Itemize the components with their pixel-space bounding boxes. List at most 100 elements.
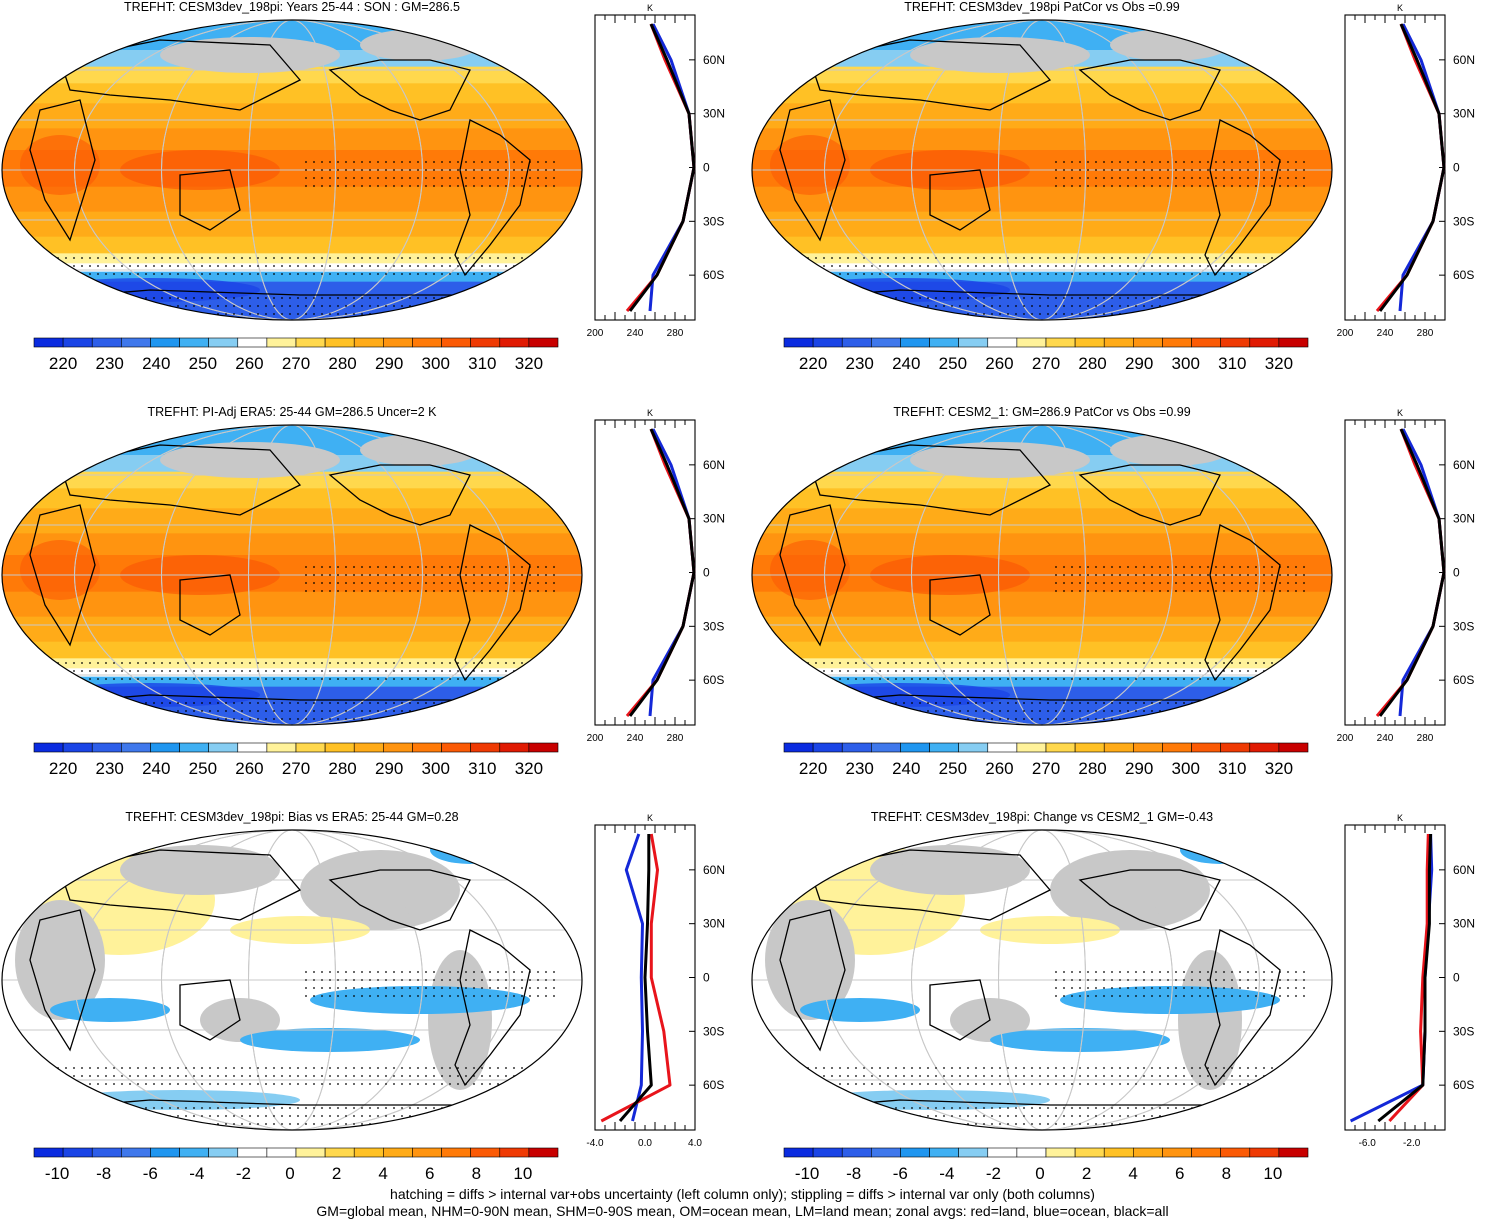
colorbar-label: 260: [985, 354, 1013, 373]
colorbar-label: 240: [892, 759, 920, 778]
colorbar-swatch: [1220, 1147, 1251, 1158]
zonal-line-ocean: [624, 833, 644, 1122]
zonal-lat-label: 60N: [1453, 863, 1475, 877]
colorbar-label: 260: [235, 759, 263, 778]
colorbar: 220 230 240 250 260 270 280 290 300 310 320: [33, 337, 559, 373]
zonal-lat-label: 30N: [1453, 512, 1475, 526]
panel-figure: 220 230 240 250 260 270 280 290 300 310 320 K 200 240…: [1, 3, 725, 373]
zonal-xtick-label: 280: [667, 328, 684, 339]
colorbar-label: 280: [1078, 759, 1106, 778]
colorbar-label: 4: [1128, 1164, 1137, 1183]
colorbar-label: 0: [1035, 1164, 1044, 1183]
colorbar-swatch: [841, 1147, 872, 1158]
zonal-xtick-label: 280: [1417, 733, 1434, 744]
zonal-units: K: [647, 408, 653, 418]
colorbar-label: 280: [328, 759, 356, 778]
zonal-lat-label: 30N: [703, 917, 725, 931]
zonal-lat-label: 30S: [1453, 1024, 1474, 1038]
colorbar-swatch: [150, 742, 180, 753]
zonal-units: K: [647, 3, 653, 13]
colorbar-label: 310: [468, 759, 496, 778]
colorbar-label: 300: [422, 354, 450, 373]
colorbar-swatch: [1191, 742, 1221, 753]
zonal-line-ocean: [1398, 23, 1446, 312]
zonal-lat-label: 60S: [703, 268, 724, 282]
colorbar: 220 230 240 250 260 270 280 290 300 310 320: [783, 337, 1309, 373]
panel-title: TREFHT: PI-Adj ERA5: 25-44 GM=286.5 Unce…: [147, 405, 437, 419]
zonal-line-ocean: [648, 23, 696, 312]
footer-note-means: GM=global mean, NHM=0-90N mean, SHM=0-90…: [316, 1203, 1169, 1219]
colorbar-swatch: [1016, 742, 1047, 753]
colorbar-label: 250: [939, 759, 967, 778]
colorbar-swatch: [383, 337, 413, 348]
zonal-xtick-label: 240: [1377, 733, 1394, 744]
colorbar-label: 240: [142, 759, 170, 778]
colorbar-label: 220: [799, 759, 827, 778]
colorbar-swatch: [900, 1147, 930, 1158]
map-border: [751, 424, 1333, 726]
colorbar-label: 270: [1032, 354, 1060, 373]
colorbar-swatch: [237, 1147, 268, 1158]
colorbar-label: -4: [939, 1164, 954, 1183]
colorbar-label: -2: [236, 1164, 251, 1183]
colorbar-swatch: [871, 1147, 901, 1158]
zonal-xtick-label: 200: [1337, 733, 1354, 744]
colorbar-swatch: [208, 742, 239, 753]
colorbar-swatch: [1074, 1147, 1105, 1158]
panel-title: TREFHT: CESM3dev_198pi: Bias vs ERA5: 25…: [125, 810, 459, 824]
colorbar-swatch: [208, 1147, 239, 1158]
zonal-lat-label: 60N: [703, 863, 725, 877]
colorbar-label: 240: [142, 354, 170, 373]
colorbar: 220 230 240 250 260 270 280 290 300 310 320: [783, 742, 1309, 778]
colorbar-label: 310: [1218, 759, 1246, 778]
colorbar-label: 260: [235, 354, 263, 373]
colorbar-label: 310: [468, 354, 496, 373]
zonal-xtick-label: 0.0: [638, 1138, 652, 1149]
colorbar-label: 4: [378, 1164, 387, 1183]
zonal-mean-plot: K -6.0 -2.0 60N 30N 0 30S 60S: [1344, 813, 1475, 1149]
zonal-line-all: [1378, 23, 1446, 312]
zonal-lat-label: 60N: [703, 53, 725, 67]
zonal-lat-label: 60S: [1453, 673, 1474, 687]
colorbar-swatch: [295, 337, 326, 348]
colorbar-swatch: [987, 1147, 1018, 1158]
colorbar-label: 310: [1218, 354, 1246, 373]
colorbar-swatch: [150, 337, 180, 348]
zonal-lat-label: 30N: [703, 107, 725, 121]
colorbar-label: 220: [49, 759, 77, 778]
colorbar-swatch: [179, 1147, 209, 1158]
map-field: [2, 20, 582, 320]
colorbar-swatch: [62, 1147, 93, 1158]
colorbar-label: 320: [1265, 354, 1293, 373]
colorbar-swatch: [1103, 1147, 1134, 1158]
colorbar: -10 -8 -6 -4 -2 0 2 4 6 8 10: [783, 1147, 1309, 1183]
zonal-line-all: [628, 428, 696, 717]
colorbar-swatch: [929, 1147, 959, 1158]
colorbar-label: 10: [513, 1164, 532, 1183]
zonal-line-ocean: [1349, 833, 1434, 1123]
panel-bias-vs-era5: TREFHT: CESM3dev_198pi: Bias vs ERA5: 25…: [0, 810, 735, 1200]
colorbar-label: 320: [515, 354, 543, 373]
colorbar-swatch: [121, 742, 151, 753]
map-border: [1, 424, 583, 726]
colorbar-swatch: [499, 337, 530, 348]
colorbar-swatch: [1045, 337, 1076, 348]
colorbar-swatch: [1016, 1147, 1047, 1158]
colorbar-swatch: [295, 742, 326, 753]
zonal-xtick-label: -2.0: [1403, 1138, 1421, 1149]
colorbar-label: 270: [1032, 759, 1060, 778]
map-border: [1, 829, 583, 1131]
colorbar-label: 280: [328, 354, 356, 373]
colorbar-swatch: [62, 742, 93, 753]
panel-model-climatology: TREFHT: CESM3dev_198pi: Years 25-44 : SO…: [0, 0, 735, 390]
colorbar-swatch: [1191, 337, 1221, 348]
colorbar-swatch: [1278, 1147, 1309, 1158]
colorbar-swatch: [295, 1147, 326, 1158]
colorbar-swatch: [383, 1147, 413, 1158]
zonal-mean-plot: K 200 240 280 60N 30N 0 30S 60S: [587, 408, 725, 744]
zonal-lat-label: 30S: [703, 214, 724, 228]
colorbar-label: 6: [425, 1164, 434, 1183]
map-field: [752, 425, 1332, 725]
colorbar-label: 270: [282, 759, 310, 778]
zonal-line-all: [618, 834, 653, 1122]
